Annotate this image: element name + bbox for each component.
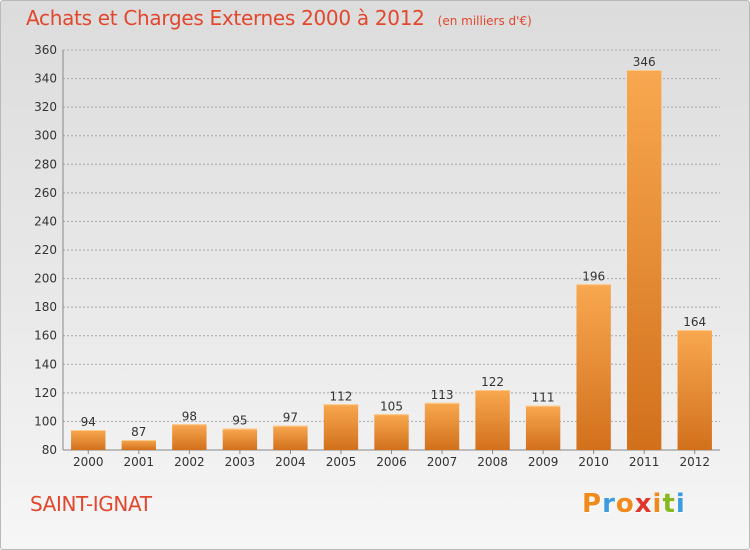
y-tick-label: 240 bbox=[34, 214, 57, 228]
x-tick-label: 2002 bbox=[174, 455, 205, 469]
y-tick-label: 140 bbox=[34, 357, 57, 371]
data-label: 94 bbox=[81, 415, 96, 429]
data-label: 105 bbox=[380, 399, 403, 413]
data-label: 346 bbox=[633, 55, 656, 69]
bars bbox=[71, 70, 712, 450]
data-label: 113 bbox=[431, 388, 454, 402]
x-tick-label: 2009 bbox=[528, 455, 559, 469]
y-tick-label: 340 bbox=[34, 72, 57, 86]
data-label: 112 bbox=[330, 389, 353, 403]
x-tick-label: 2001 bbox=[124, 455, 155, 469]
bar bbox=[627, 70, 662, 450]
bar bbox=[374, 414, 409, 450]
data-label: 97 bbox=[283, 411, 298, 425]
bar bbox=[677, 330, 712, 450]
grid-lines bbox=[63, 49, 720, 422]
x-tick-label: 2008 bbox=[477, 455, 508, 469]
data-label: 164 bbox=[683, 315, 706, 329]
x-tick-label: 2004 bbox=[275, 455, 306, 469]
x-tick-label: 2011 bbox=[629, 455, 660, 469]
y-tick-label: 100 bbox=[34, 414, 57, 428]
brand-letter: o bbox=[615, 489, 635, 519]
bar bbox=[475, 390, 510, 450]
y-tick-label: 80 bbox=[42, 443, 57, 457]
bar bbox=[424, 402, 460, 450]
y-tick-label: 120 bbox=[34, 386, 57, 400]
chart-title: Achats et Charges Externes 2000 à 2012 bbox=[26, 6, 425, 30]
x-tick-label: 2000 bbox=[73, 455, 104, 469]
brand-letter: P bbox=[582, 489, 603, 519]
y-tick-label: 180 bbox=[34, 300, 57, 314]
x-tick-label: 2006 bbox=[376, 455, 407, 469]
x-tick-label: 2010 bbox=[578, 455, 609, 469]
brand-letter: i bbox=[675, 489, 686, 519]
y-tick-label: 360 bbox=[34, 43, 57, 57]
y-tick-label: 320 bbox=[34, 100, 57, 114]
brand-letter: x bbox=[634, 489, 653, 519]
brand-letter: t bbox=[662, 489, 676, 519]
y-tick-label: 160 bbox=[34, 329, 57, 343]
bar bbox=[576, 284, 611, 450]
brand-letter: i bbox=[652, 489, 663, 519]
brand-letter: r bbox=[602, 489, 616, 519]
bar bbox=[525, 405, 561, 450]
bar bbox=[323, 404, 359, 450]
y-tick-label: 300 bbox=[34, 129, 57, 143]
bar bbox=[222, 428, 258, 450]
y-tick-label: 220 bbox=[34, 243, 57, 257]
data-label: 111 bbox=[532, 391, 555, 405]
bar bbox=[71, 430, 106, 450]
bar bbox=[172, 424, 207, 450]
axes bbox=[62, 50, 720, 454]
bar bbox=[273, 425, 308, 450]
x-tick-label: 2012 bbox=[679, 455, 710, 469]
title-block: Achats et Charges Externes 2000 à 2012 (… bbox=[26, 6, 532, 30]
data-label: 95 bbox=[232, 414, 247, 428]
y-tick-label: 260 bbox=[34, 186, 57, 200]
bar bbox=[121, 440, 156, 450]
chart-unit: (en milliers d'€) bbox=[437, 14, 532, 28]
x-tick-label: 2007 bbox=[427, 455, 458, 469]
data-label: 196 bbox=[582, 269, 605, 283]
data-label: 122 bbox=[481, 375, 504, 389]
place-name: SAINT-IGNAT bbox=[30, 492, 152, 516]
x-tick-label: 2003 bbox=[225, 455, 256, 469]
y-tick-label: 200 bbox=[34, 272, 57, 286]
labels: 80 100 120 140 160 180 200 220 240 260 280 300 320 34… bbox=[34, 43, 710, 469]
data-label: 87 bbox=[131, 425, 146, 439]
brand-logo: Proxiti bbox=[582, 489, 686, 519]
y-tick-label: 280 bbox=[34, 157, 57, 171]
data-label: 98 bbox=[182, 409, 197, 423]
x-tick-label: 2005 bbox=[326, 455, 357, 469]
